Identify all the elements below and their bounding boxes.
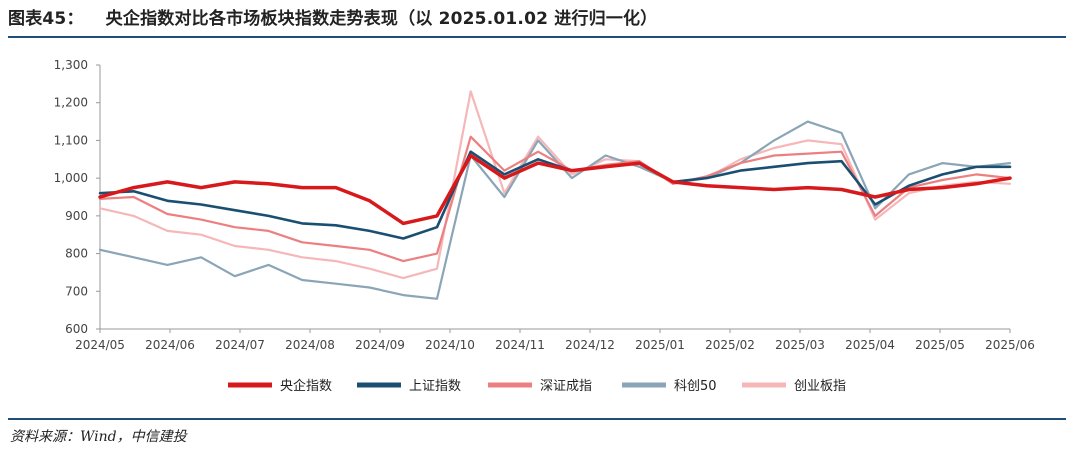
legend-label-0: 央企指数 bbox=[280, 378, 332, 394]
line-chart: 600 700 800 900 1,000 1,100 1,200 1,300 2024/05 2… bbox=[54, 58, 1035, 394]
x-tick-label: 2024/06 bbox=[145, 338, 195, 352]
y-tick-label: 1,100 bbox=[54, 133, 88, 147]
y-tick-label: 700 bbox=[65, 284, 88, 298]
y-tick-label: 1,200 bbox=[54, 96, 88, 110]
series-line-0 bbox=[98, 153, 1012, 226]
x-tick-label: 2024/05 bbox=[75, 338, 125, 352]
x-tick-label: 2024/08 bbox=[285, 338, 335, 352]
x-tick-label: 2024/12 bbox=[565, 338, 615, 352]
source-note: 资料来源：Wind，中信建投 bbox=[10, 429, 187, 445]
y-tick-label: 600 bbox=[65, 322, 88, 336]
y-tick-label: 800 bbox=[65, 247, 88, 261]
x-tick-label: 2024/11 bbox=[495, 338, 545, 352]
x-tick-label: 2025/02 bbox=[705, 338, 755, 352]
x-tick-label: 2025/04 bbox=[845, 338, 895, 352]
y-tick-label: 900 bbox=[65, 209, 88, 223]
footer-divider bbox=[8, 418, 1066, 420]
figure-label: 图表45： bbox=[8, 9, 84, 29]
series-line-1 bbox=[98, 150, 1012, 240]
legend-label-2: 深证成指 bbox=[540, 379, 592, 394]
legend-label-1: 上证指数 bbox=[409, 379, 461, 394]
legend-label-4: 创业板指 bbox=[794, 379, 846, 394]
title-divider bbox=[8, 36, 1066, 38]
x-tick-label: 2025/06 bbox=[985, 338, 1035, 352]
y-tick-label: 1,300 bbox=[54, 58, 88, 72]
x-tick-label: 2024/07 bbox=[215, 338, 265, 352]
y-tick-label: 1,000 bbox=[54, 171, 88, 185]
figure-title: 央企指数对比各市场板块指数走势表现（以 2025.01.02 进行归一化） bbox=[105, 9, 658, 29]
series-line-4 bbox=[98, 90, 1012, 280]
x-tick-label: 2025/03 bbox=[775, 338, 825, 352]
x-tick-label: 2024/09 bbox=[355, 338, 405, 352]
x-tick-label: 2024/10 bbox=[425, 338, 475, 352]
legend-label-3: 科创50 bbox=[674, 379, 717, 394]
chart-title: 图表45： 央企指数对比各市场板块指数走势表现（以 2025.01.02 进行归一… bbox=[8, 4, 657, 29]
x-tick-label: 2025/05 bbox=[915, 338, 965, 352]
x-tick-label: 2025/01 bbox=[635, 338, 685, 352]
series-line-3 bbox=[98, 120, 1012, 300]
